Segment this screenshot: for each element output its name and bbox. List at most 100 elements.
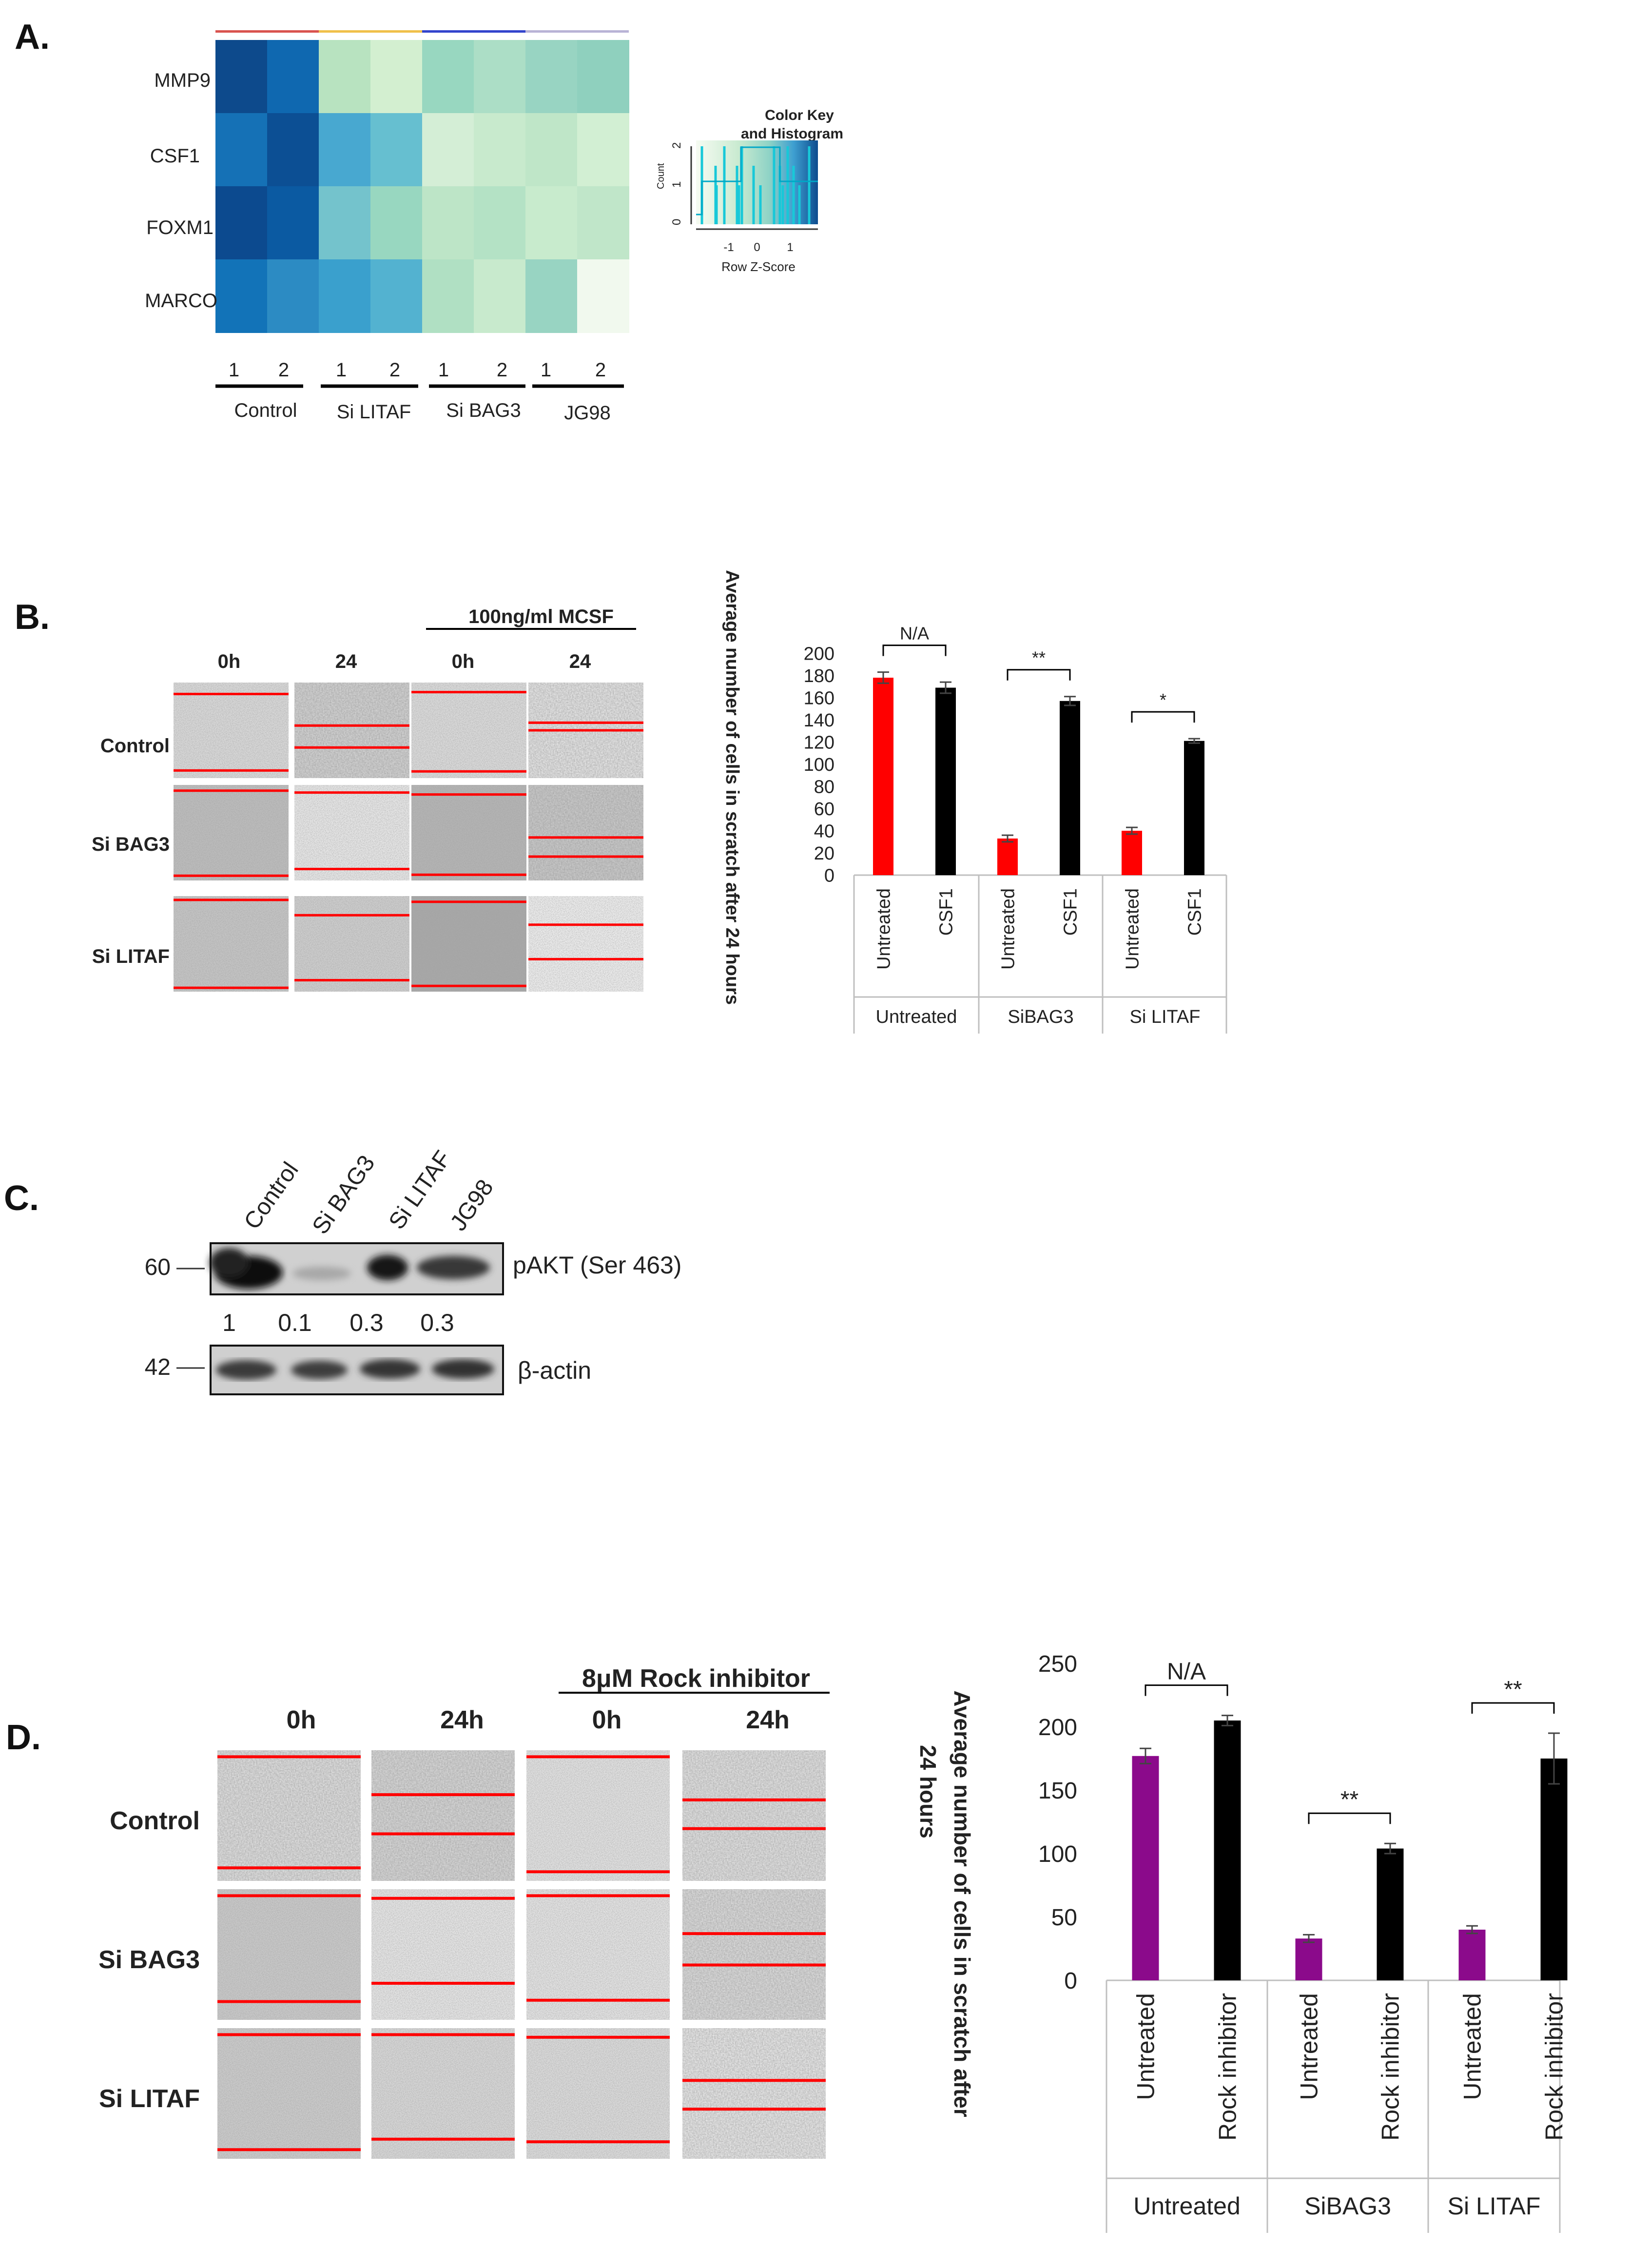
heatmap-cell (267, 259, 319, 333)
time-label: 0h (592, 1706, 622, 1734)
significance-label: ** (1032, 648, 1046, 668)
blot-bottom (210, 1345, 504, 1395)
significance-label: N/A (1167, 1659, 1206, 1685)
category-label: Rock inhibitor (1541, 1993, 1568, 2141)
heatmap-cell (525, 40, 578, 114)
y-tick-label: 200 (804, 644, 834, 664)
group-color-bar (319, 30, 422, 33)
scratch-image-texture (411, 683, 526, 778)
bar (1060, 701, 1080, 875)
row-label: Control (110, 1807, 200, 1835)
heatmap-cell (474, 186, 526, 260)
bar (873, 678, 893, 875)
heatmap-cell (215, 259, 268, 333)
bar (1458, 1930, 1486, 1980)
panel-a-letter: A. (15, 18, 50, 57)
scratch-image-texture (294, 683, 409, 778)
y-tick-label: 180 (804, 666, 834, 686)
row-label: Si BAG3 (98, 1946, 200, 1974)
gene-label: MARCO (145, 290, 217, 312)
bar (935, 687, 956, 875)
replicate-labels: 1 2 1 2 1 2 1 2 (229, 359, 606, 381)
quant-value: 0.3 (349, 1309, 384, 1336)
time-label: 24 (569, 651, 591, 672)
scratch-image-texture (682, 1889, 826, 2020)
scratch-image-texture (371, 2028, 515, 2159)
y-tick-label: 120 (804, 732, 834, 753)
blot-band (367, 1255, 408, 1280)
heatmap-cell (525, 113, 578, 187)
scratch-image-texture (526, 2028, 670, 2159)
heatmap-cell (267, 40, 319, 114)
y-tick-label: 0 (1064, 1968, 1077, 1994)
scratch-image-texture (294, 896, 409, 992)
panel-c-letter: C. (4, 1179, 39, 1218)
y-tick-label: 60 (814, 799, 834, 820)
heatmap-cell (577, 186, 629, 260)
heatmap-cell (577, 259, 629, 333)
blot-top (210, 1242, 504, 1295)
quant-value: 0.1 (278, 1309, 312, 1336)
group-label: Si BAG3 (446, 400, 521, 421)
significance-label: N/A (900, 624, 929, 644)
heatmap-cell (267, 113, 319, 187)
color-key-x-tick: 1 (787, 241, 793, 254)
heatmap-cell (422, 259, 474, 333)
replicate-label: 1 (541, 359, 551, 381)
band-label: pAKT (Ser 463) (513, 1251, 681, 1279)
blot-band (360, 1359, 420, 1379)
replicate-label: 2 (595, 359, 606, 381)
y-tick-label: 50 (1051, 1905, 1077, 1931)
time-label: 24 (335, 651, 357, 672)
group-color-bar (525, 30, 629, 33)
heatmap-cell (474, 40, 526, 114)
color-key: Color Key and Histogram 2 1 0 Count -1 0… (656, 107, 843, 274)
panel-b: B. 100ng/ml MCSF 0h 24 0h 24 Control Si … (15, 570, 1227, 1034)
bar (997, 838, 1018, 875)
heatmap-cell (525, 186, 578, 260)
heatmap-cell (422, 186, 474, 260)
treatment-label: 100ng/ml MCSF (468, 606, 614, 627)
heatmap-cell (267, 186, 319, 260)
color-key-title: Color Key (765, 107, 834, 123)
significance-bracket (1308, 1812, 1391, 1824)
bar (1540, 1759, 1568, 1980)
group-label: JG98 (564, 402, 611, 424)
bar (1132, 1756, 1159, 1980)
significance-bracket (1145, 1684, 1228, 1696)
heatmap-cell (215, 113, 268, 187)
time-label: 0h (452, 651, 475, 672)
scratch-image-texture (528, 785, 643, 880)
heatmap-cell (422, 113, 474, 187)
significance-bracket (1471, 1702, 1555, 1714)
lane-label: JG98 (446, 1175, 499, 1235)
panel-c: C. Control Si BAG3 Si LITAF JG98 60 pAKT… (4, 1146, 681, 1395)
heatmap-cell (215, 40, 268, 114)
color-key-y-tick: 2 (670, 142, 683, 149)
scratch-image-grid (174, 683, 643, 992)
scratch-image-texture (682, 1750, 826, 1881)
y-axis-label: Average number of cells in scratch after… (722, 570, 742, 1005)
time-label: 0h (218, 651, 241, 672)
scratch-image-texture (526, 1889, 670, 2020)
row-label: Si LITAF (99, 2085, 200, 2113)
category-label: Untreated (1459, 1993, 1486, 2100)
group-color-bars (215, 30, 629, 33)
scratch-image-texture (174, 896, 289, 992)
scratch-image-texture (217, 1889, 361, 2020)
quant-value: 0.3 (420, 1309, 454, 1336)
significance-label: * (1160, 690, 1166, 710)
heatmap-cell (577, 113, 629, 187)
y-tick-label: 100 (804, 755, 834, 775)
row-label: Control (100, 735, 170, 757)
significance-bracket (1007, 669, 1071, 681)
row-label: Si LITAF (92, 946, 170, 967)
bar (1295, 1938, 1322, 1980)
blot-band (432, 1359, 494, 1379)
heatmap-cell (319, 40, 371, 114)
lane-label: Si BAG3 (308, 1151, 380, 1239)
scratch-image-texture (682, 2028, 826, 2159)
replicate-label: 1 (229, 359, 239, 381)
heatmap-cell (370, 40, 423, 114)
